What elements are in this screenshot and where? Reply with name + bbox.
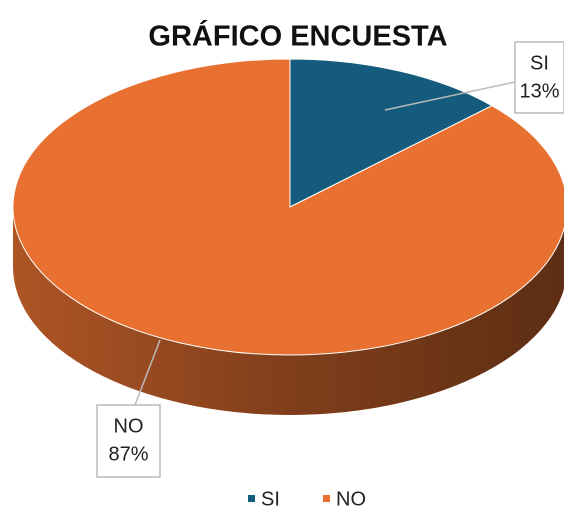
chart-title: GRÁFICO ENCUESTA	[148, 19, 447, 53]
legend-label: NO	[336, 488, 366, 510]
leader-line	[134, 339, 161, 406]
pie-slice	[12, 58, 564, 356]
label-box	[514, 41, 564, 114]
leader-line	[384, 81, 516, 111]
legend-swatch	[323, 495, 330, 502]
data-label-value: 13%	[519, 80, 559, 102]
legend-label: SI	[261, 488, 280, 510]
pie-slice	[289, 58, 493, 208]
data-label-category: NO	[114, 415, 144, 437]
data-label-category: SI	[530, 52, 549, 74]
legend-swatch	[248, 495, 255, 502]
data-label-value: 87%	[108, 443, 148, 465]
label-box	[96, 404, 161, 478]
